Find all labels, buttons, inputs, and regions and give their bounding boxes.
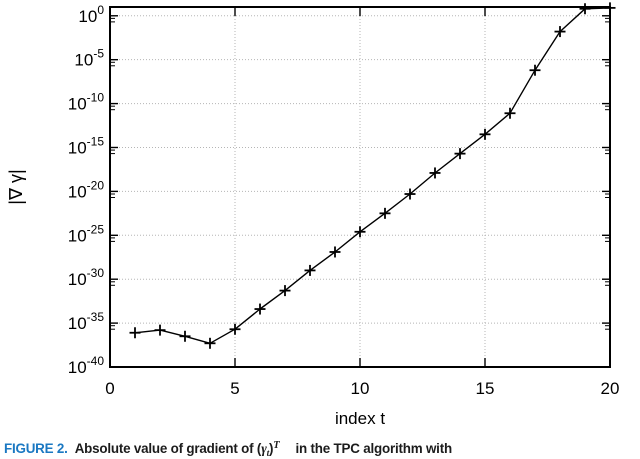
formula-gamma: γ xyxy=(261,441,267,456)
data-series-line xyxy=(134,7,611,344)
figure-caption-label: FIGURE 2. xyxy=(4,441,68,456)
figure-caption-text-before: Absolute value of gradient of ( xyxy=(74,441,262,456)
y-axis-tick-label: 10-25 xyxy=(68,222,105,245)
y-axis-tick-label: 10-10 xyxy=(68,91,105,114)
x-axis-tick-label: 0 xyxy=(105,379,114,398)
gradient-magnitude-chart: 10010-510-1010-1510-2010-2510-3010-3510-… xyxy=(6,2,620,428)
x-axis-tick-label: 15 xyxy=(476,379,495,398)
x-axis-tick-label: 10 xyxy=(351,379,370,398)
y-axis-label: |∇ γ| xyxy=(6,169,26,204)
y-axis-tick-label: 10-20 xyxy=(68,178,105,201)
x-axis-label: index t xyxy=(335,409,385,428)
formula-close-paren: ) xyxy=(269,441,274,456)
y-axis-tick-label: 10-15 xyxy=(68,134,105,157)
y-axis-tick-label: 10-30 xyxy=(68,266,105,289)
formula-superscript-T: T xyxy=(273,440,280,451)
x-axis-tick-label: 5 xyxy=(230,379,239,398)
plot-frame xyxy=(109,6,611,368)
figure-caption-text-after: in the TPC algorithm with xyxy=(295,441,453,456)
formula-subscript-t: t xyxy=(266,449,270,459)
y-axis-tick-label: 100 xyxy=(78,3,104,26)
y-axis-tick-label: 10-35 xyxy=(68,310,105,333)
y-axis-tick-label: 10-40 xyxy=(68,354,105,377)
x-axis-tick-label: 20 xyxy=(601,379,620,398)
figure-caption: FIGURE 2. Absolute value of gradient of (… xyxy=(0,440,640,459)
y-axis-tick-label: 10-5 xyxy=(74,47,104,70)
